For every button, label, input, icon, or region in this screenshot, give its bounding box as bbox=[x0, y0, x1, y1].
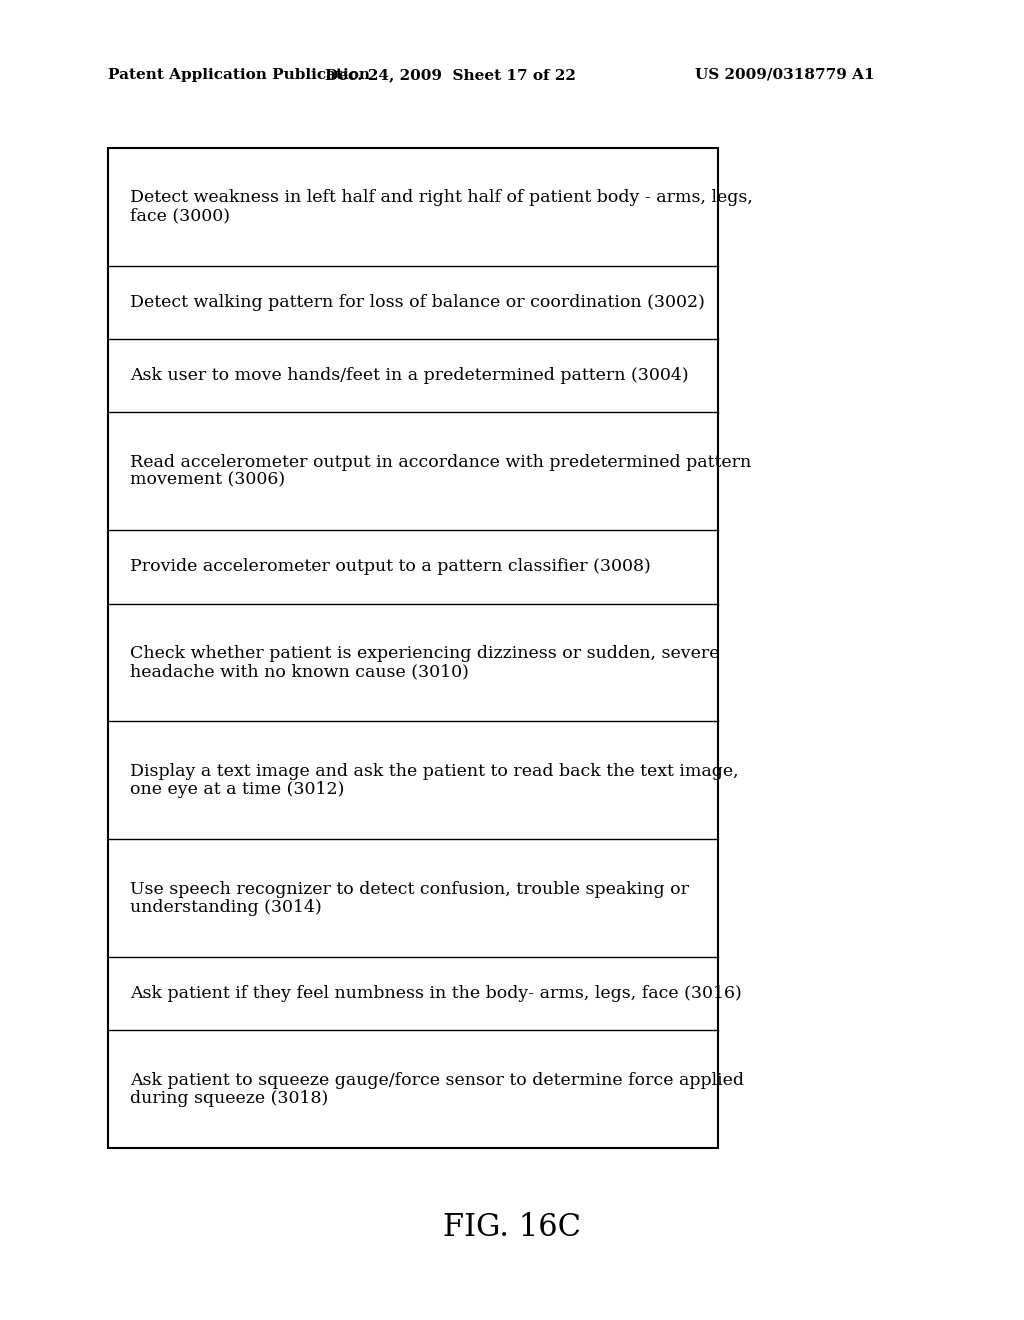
Text: Dec. 24, 2009  Sheet 17 of 22: Dec. 24, 2009 Sheet 17 of 22 bbox=[325, 69, 575, 82]
Bar bbox=[108, 148, 718, 1148]
Text: understanding (3014): understanding (3014) bbox=[130, 899, 322, 916]
Text: headache with no known cause (3010): headache with no known cause (3010) bbox=[130, 663, 469, 680]
Text: Ask patient if they feel numbness in the body- arms, legs, face (3016): Ask patient if they feel numbness in the… bbox=[130, 985, 741, 1002]
Text: during squeeze (3018): during squeeze (3018) bbox=[130, 1089, 329, 1106]
Text: Read accelerometer output in accordance with predetermined pattern: Read accelerometer output in accordance … bbox=[130, 454, 752, 471]
Text: face (3000): face (3000) bbox=[130, 207, 230, 224]
Text: Provide accelerometer output to a pattern classifier (3008): Provide accelerometer output to a patter… bbox=[130, 558, 650, 576]
Text: Check whether patient is experiencing dizziness or sudden, severe: Check whether patient is experiencing di… bbox=[130, 645, 720, 661]
Text: Detect weakness in left half and right half of patient body - arms, legs,: Detect weakness in left half and right h… bbox=[130, 189, 753, 206]
Text: Use speech recognizer to detect confusion, trouble speaking or: Use speech recognizer to detect confusio… bbox=[130, 880, 689, 898]
Text: Patent Application Publication: Patent Application Publication bbox=[108, 69, 370, 82]
Text: US 2009/0318779 A1: US 2009/0318779 A1 bbox=[695, 69, 874, 82]
Text: FIG. 16C: FIG. 16C bbox=[443, 1213, 581, 1243]
Text: Detect walking pattern for loss of balance or coordination (3002): Detect walking pattern for loss of balan… bbox=[130, 294, 705, 312]
Text: Display a text image and ask the patient to read back the text image,: Display a text image and ask the patient… bbox=[130, 763, 738, 780]
Text: Ask patient to squeeze gauge/force sensor to determine force applied: Ask patient to squeeze gauge/force senso… bbox=[130, 1072, 744, 1089]
Text: Ask user to move hands/feet in a predetermined pattern (3004): Ask user to move hands/feet in a predete… bbox=[130, 367, 688, 384]
Text: movement (3006): movement (3006) bbox=[130, 471, 285, 488]
Text: one eye at a time (3012): one eye at a time (3012) bbox=[130, 780, 344, 797]
